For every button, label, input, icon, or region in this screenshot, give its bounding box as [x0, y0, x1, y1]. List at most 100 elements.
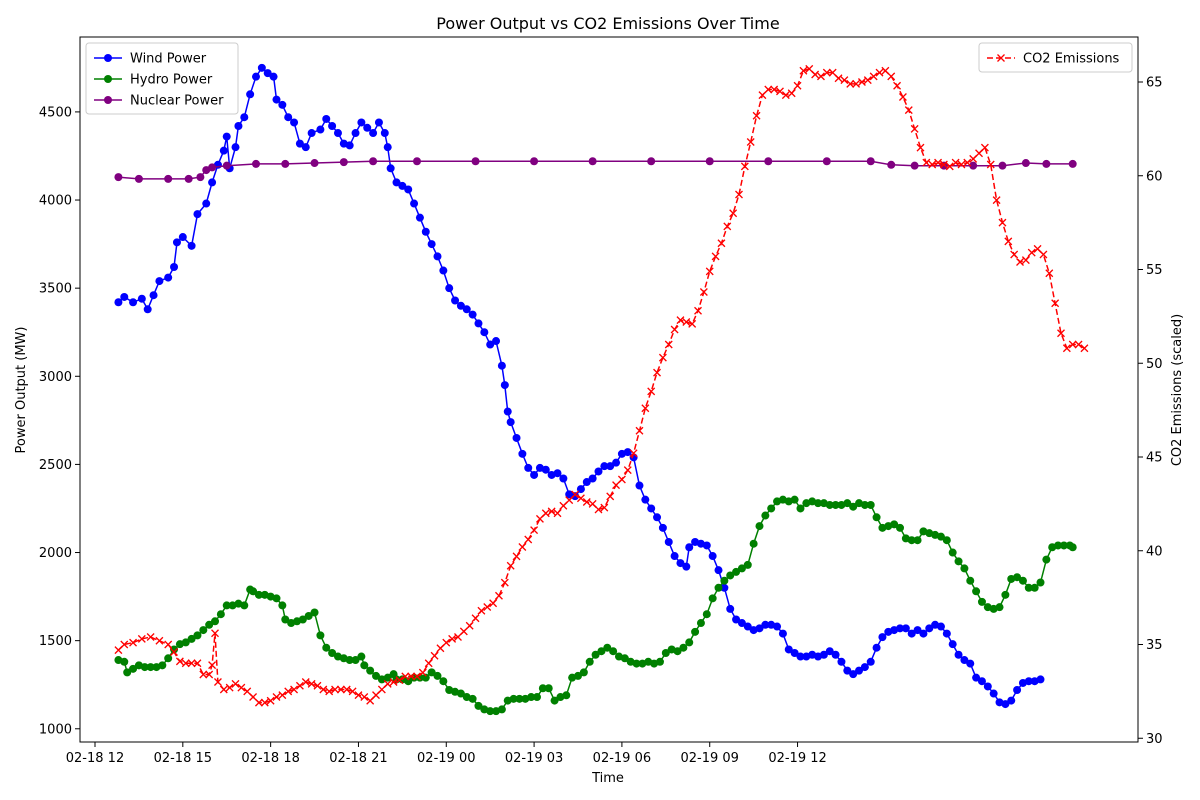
series-wind-power	[114, 63, 1045, 709]
data-point	[822, 157, 831, 166]
data-point	[863, 76, 872, 85]
data-point	[729, 209, 738, 218]
data-point	[530, 470, 539, 479]
data-point	[172, 238, 181, 247]
y-right-tick-label: 45	[1146, 451, 1163, 466]
y-left-tick-label: 3500	[39, 282, 72, 297]
data-point	[146, 663, 155, 672]
data-point	[910, 124, 919, 133]
data-point	[576, 494, 585, 503]
data-point	[787, 89, 796, 98]
data-point	[702, 610, 711, 619]
data-point	[852, 79, 861, 88]
data-point	[872, 643, 881, 652]
data-point	[635, 426, 644, 435]
data-point	[175, 657, 184, 666]
data-point	[966, 576, 975, 585]
data-point	[796, 504, 805, 513]
data-point	[137, 294, 146, 303]
data-point	[129, 638, 138, 647]
data-point	[544, 684, 553, 693]
data-point	[164, 640, 173, 649]
data-point	[357, 118, 366, 127]
data-point	[916, 143, 925, 152]
y-right-tick-label: 55	[1146, 263, 1163, 278]
data-point	[1059, 541, 1068, 550]
data-point	[612, 458, 621, 467]
data-point	[957, 160, 966, 169]
data-point	[764, 85, 773, 94]
data-point	[468, 310, 477, 319]
data-point	[743, 622, 752, 631]
data-point	[819, 650, 828, 659]
data-point	[222, 132, 231, 141]
data-point	[301, 678, 310, 686]
data-point	[585, 657, 594, 666]
data-point	[164, 174, 173, 183]
data-point	[658, 523, 667, 532]
data-point	[954, 557, 963, 566]
data-point	[374, 118, 383, 127]
data-point	[474, 701, 483, 710]
data-point	[538, 684, 547, 693]
data-point	[948, 640, 957, 649]
data-point	[936, 622, 945, 631]
data-point	[237, 683, 246, 692]
data-point	[386, 164, 395, 173]
data-point	[187, 634, 196, 643]
data-point	[664, 340, 673, 349]
data-point	[904, 106, 913, 115]
data-point	[527, 693, 536, 702]
data-point	[936, 532, 945, 541]
data-point	[442, 638, 451, 647]
data-point	[272, 95, 281, 104]
data-point	[249, 587, 258, 596]
data-point	[246, 90, 255, 99]
x-tick-label: 02-18 18	[241, 751, 299, 766]
data-point	[354, 691, 363, 700]
data-point	[972, 587, 981, 596]
series-hydro-power	[114, 495, 1077, 716]
data-point	[761, 620, 770, 629]
data-point	[910, 161, 919, 170]
data-point	[550, 696, 559, 705]
data-point	[474, 319, 483, 328]
data-point	[1016, 258, 1024, 266]
data-point	[948, 548, 957, 557]
data-point	[755, 522, 764, 531]
data-point	[843, 666, 852, 675]
x-tick-label: 02-18 15	[154, 751, 212, 766]
data-point	[503, 407, 512, 416]
data-point	[120, 292, 129, 301]
data-point	[439, 677, 448, 686]
data-point	[708, 552, 717, 561]
data-point	[266, 696, 275, 705]
data-point	[1036, 578, 1045, 587]
data-point	[415, 213, 424, 222]
data-point	[896, 624, 904, 633]
data-point	[705, 267, 714, 276]
data-point	[553, 469, 562, 478]
data-point	[1024, 583, 1033, 592]
data-point	[307, 679, 316, 688]
data-point	[380, 129, 389, 138]
data-point	[231, 679, 240, 688]
data-point	[468, 694, 477, 703]
data-point	[688, 319, 697, 328]
data-point	[942, 629, 951, 638]
data-point	[866, 157, 875, 166]
data-point	[1042, 159, 1051, 168]
data-point	[360, 693, 369, 701]
data-point	[1013, 686, 1022, 695]
y-right-tick-label: 65	[1146, 76, 1163, 91]
data-point	[456, 689, 465, 698]
data-point	[705, 157, 714, 166]
data-point	[533, 693, 542, 702]
data-point	[740, 162, 749, 171]
data-point	[155, 277, 164, 286]
data-point	[822, 68, 831, 77]
data-point	[339, 158, 348, 167]
data-point	[500, 578, 509, 587]
data-point	[708, 594, 717, 603]
